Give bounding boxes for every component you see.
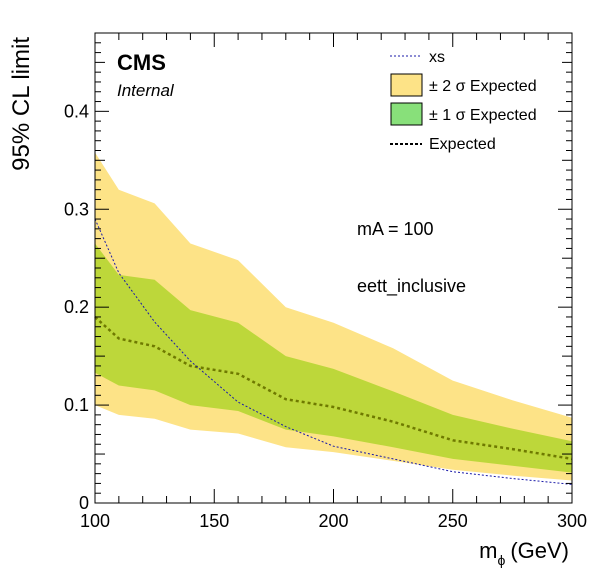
- legend-label-1sigma: ± 1 σ Expected: [429, 107, 537, 124]
- bands-layer: [95, 152, 572, 481]
- x-axis-label-unit: (GeV): [510, 538, 569, 563]
- legend-label-xs: xs: [429, 49, 445, 66]
- x-axis-label-sub: ϕ: [497, 552, 505, 568]
- x-axis-label: mϕ (GeV): [479, 538, 569, 568]
- y-tick-label: 0.1: [64, 395, 89, 415]
- legend-swatch-1sigma: [390, 102, 423, 126]
- legend-label-expected: Expected: [429, 136, 496, 153]
- legend: xs ± 2 σ Expected ± 1 σ Expected Expecte…: [390, 49, 537, 153]
- x-tick-label: 150: [199, 511, 229, 531]
- y-tick-label: 0: [79, 493, 89, 513]
- cms-label: CMS: [117, 50, 166, 75]
- x-tick-label: 100: [80, 511, 110, 531]
- internal-label: Internal: [117, 81, 175, 100]
- x-axis-label-main: m: [479, 538, 497, 563]
- y-tick-label: 0.4: [64, 101, 89, 121]
- tick-labels-layer: 100 150 200 250 300 0 0.1 0.2 0.3 0.4: [64, 101, 587, 531]
- lines-layer: [94, 218, 573, 485]
- y-tick-label: 0.2: [64, 297, 89, 317]
- band-1sigma: [95, 243, 572, 473]
- legend-swatch-2sigma: [390, 73, 423, 97]
- x-tick-label: 250: [438, 511, 468, 531]
- x-tick-label: 200: [318, 511, 348, 531]
- series-xs-line: [94, 218, 573, 485]
- y-axis-label: 95% CL limit: [8, 37, 35, 171]
- ticks-layer: [94, 32, 573, 504]
- annotation-mass: mA = 100: [357, 219, 434, 239]
- series-expected-line: [94, 316, 573, 461]
- annotation-channel: eett_inclusive: [357, 276, 466, 297]
- legend-label-2sigma: ± 2 σ Expected: [429, 78, 537, 95]
- y-tick-label: 0.3: [64, 199, 89, 219]
- x-tick-label: 300: [557, 511, 587, 531]
